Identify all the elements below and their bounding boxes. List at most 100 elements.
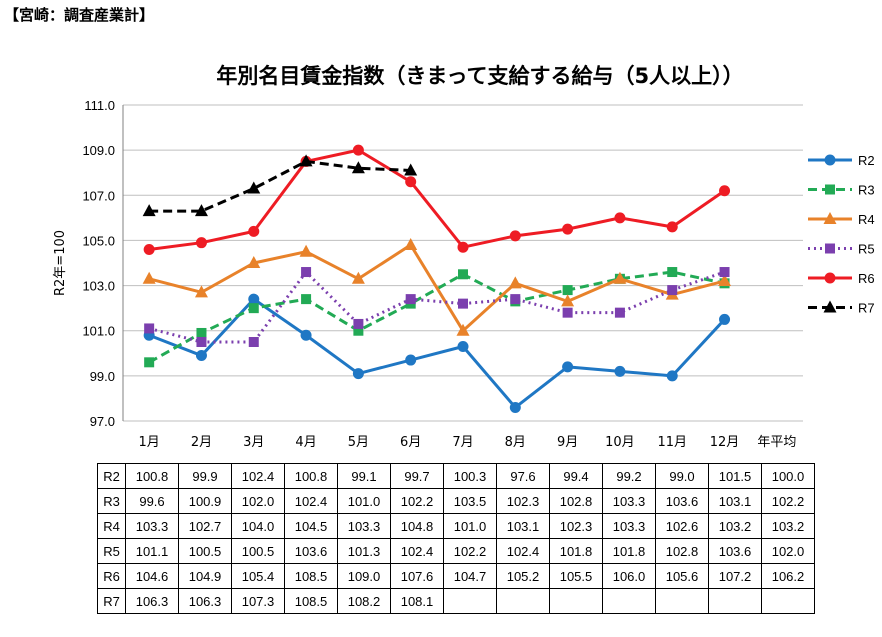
data-point: [457, 241, 469, 253]
x-tick-label: 年平均: [757, 435, 796, 450]
data-point: [248, 293, 260, 305]
table-cell: 99.2: [602, 463, 656, 489]
data-point: [248, 337, 259, 347]
data-point: [194, 204, 208, 217]
table-cell: 99.6: [125, 488, 179, 514]
data-point: [144, 357, 155, 368]
table-cell: 102.2: [390, 488, 444, 514]
table-cell: 99.9: [178, 463, 232, 489]
page-header: 【宮崎：調査産業計】: [4, 6, 155, 24]
series-line: [148, 148, 726, 251]
data-point: [404, 237, 418, 250]
table-cell: 102.2: [443, 538, 497, 564]
data-point: [562, 223, 574, 235]
table-cell: [549, 588, 603, 614]
data-point: [247, 181, 261, 194]
data-point: [719, 313, 731, 325]
table-cell: 101.1: [125, 538, 179, 564]
data-point: [457, 341, 469, 353]
table-cell: 101.8: [549, 538, 603, 564]
data-point: [719, 267, 730, 278]
data-point: [142, 271, 156, 284]
data-point: [405, 294, 416, 305]
table-cell: 106.3: [178, 588, 232, 614]
table-cell: 105.4: [231, 563, 285, 589]
data-point: [301, 267, 312, 278]
data-point: [144, 323, 155, 334]
legend-entry: R3: [858, 183, 875, 198]
x-tick-label: 12月: [710, 435, 740, 450]
table-cell: 99.1: [337, 463, 391, 489]
y-tick-label: 103.0: [82, 279, 115, 294]
x-tick-label: 7月: [452, 435, 473, 450]
table-cell: 102.4: [496, 538, 550, 564]
table-cell: 100.8: [284, 463, 338, 489]
data-point: [508, 276, 522, 289]
table-cell: 106.3: [125, 588, 179, 614]
table-cell: 104.6: [125, 563, 179, 589]
data-point: [666, 370, 678, 382]
y-tick-label: 105.0: [82, 233, 115, 248]
data-point: [195, 237, 207, 249]
data-point: [614, 212, 626, 224]
y-tick-label: 97.0: [90, 414, 115, 429]
table-cell: 108.5: [284, 588, 338, 614]
data-point: [666, 221, 678, 233]
series-line: [148, 297, 726, 409]
data-point: [196, 327, 207, 338]
x-tick-label: 8月: [505, 435, 526, 450]
data-point: [143, 243, 155, 255]
data-point: [825, 243, 835, 254]
data-point: [561, 294, 575, 307]
data-point: [509, 401, 521, 413]
table-row: R5 101.1 100.5 100.5 103.6 101.3 102.4 102.2 102…: [97, 538, 815, 564]
table-cell: 106.0: [602, 563, 656, 589]
table-row: R2 100.8 99.9 102.4 100.8 99.1 99.7 100.3 97.6 99…: [97, 463, 815, 489]
table-cell: 100.0: [761, 463, 815, 489]
data-point: [667, 285, 678, 296]
data-point: [196, 337, 207, 347]
x-tick-label: 4月: [295, 435, 316, 450]
table-row: R4 103.3 102.7 104.0 104.5 103.3 104.8 101.0 103…: [97, 513, 815, 539]
legend-entry: R6: [858, 271, 875, 286]
table-cell: 102.6: [655, 513, 709, 539]
table-row: R7 106.3 106.3 107.3 108.5 108.2 108.1: [97, 588, 815, 614]
x-tick-label: 6月: [400, 435, 421, 450]
table-cell: 103.5: [443, 488, 497, 514]
table-cell: 102.2: [761, 488, 815, 514]
table-cell: 99.0: [655, 463, 709, 489]
table-cell: 100.5: [178, 538, 232, 564]
data-point: [718, 274, 732, 287]
x-tick-label: 1月: [139, 435, 160, 450]
table-cell: 107.2: [708, 563, 762, 589]
data-point: [456, 323, 470, 336]
data-point: [614, 307, 625, 318]
table-row: R6 104.6 104.9 105.4 108.5 109.0 107.6 104.7 105…: [97, 563, 815, 589]
legend-entry: R2: [858, 153, 875, 168]
table-cell: 103.3: [602, 488, 656, 514]
data-point: [823, 300, 837, 313]
data-point: [404, 163, 418, 176]
table-cell: [761, 588, 815, 614]
x-tick-label: 9月: [557, 435, 578, 450]
data-point: [353, 325, 364, 336]
table-cell: 103.1: [708, 488, 762, 514]
data-point: [823, 212, 837, 224]
data-point: [614, 365, 626, 377]
y-tick-label: 109.0: [82, 143, 115, 158]
table-cell: 107.6: [390, 563, 444, 589]
data-point: [300, 329, 312, 341]
data-point: [351, 161, 365, 174]
table-cell: 105.2: [496, 563, 550, 589]
table-row-header: R4: [97, 513, 126, 539]
data-point: [719, 185, 731, 197]
data-point: [667, 267, 678, 278]
table-cell: 108.5: [284, 563, 338, 589]
table-cell: 100.9: [178, 488, 232, 514]
x-tick-label: 3月: [243, 435, 264, 450]
data-point: [562, 307, 573, 318]
table-cell: 102.0: [761, 538, 815, 564]
table-cell: 100.5: [231, 538, 285, 564]
data-point: [248, 303, 259, 314]
table-cell: [655, 588, 709, 614]
